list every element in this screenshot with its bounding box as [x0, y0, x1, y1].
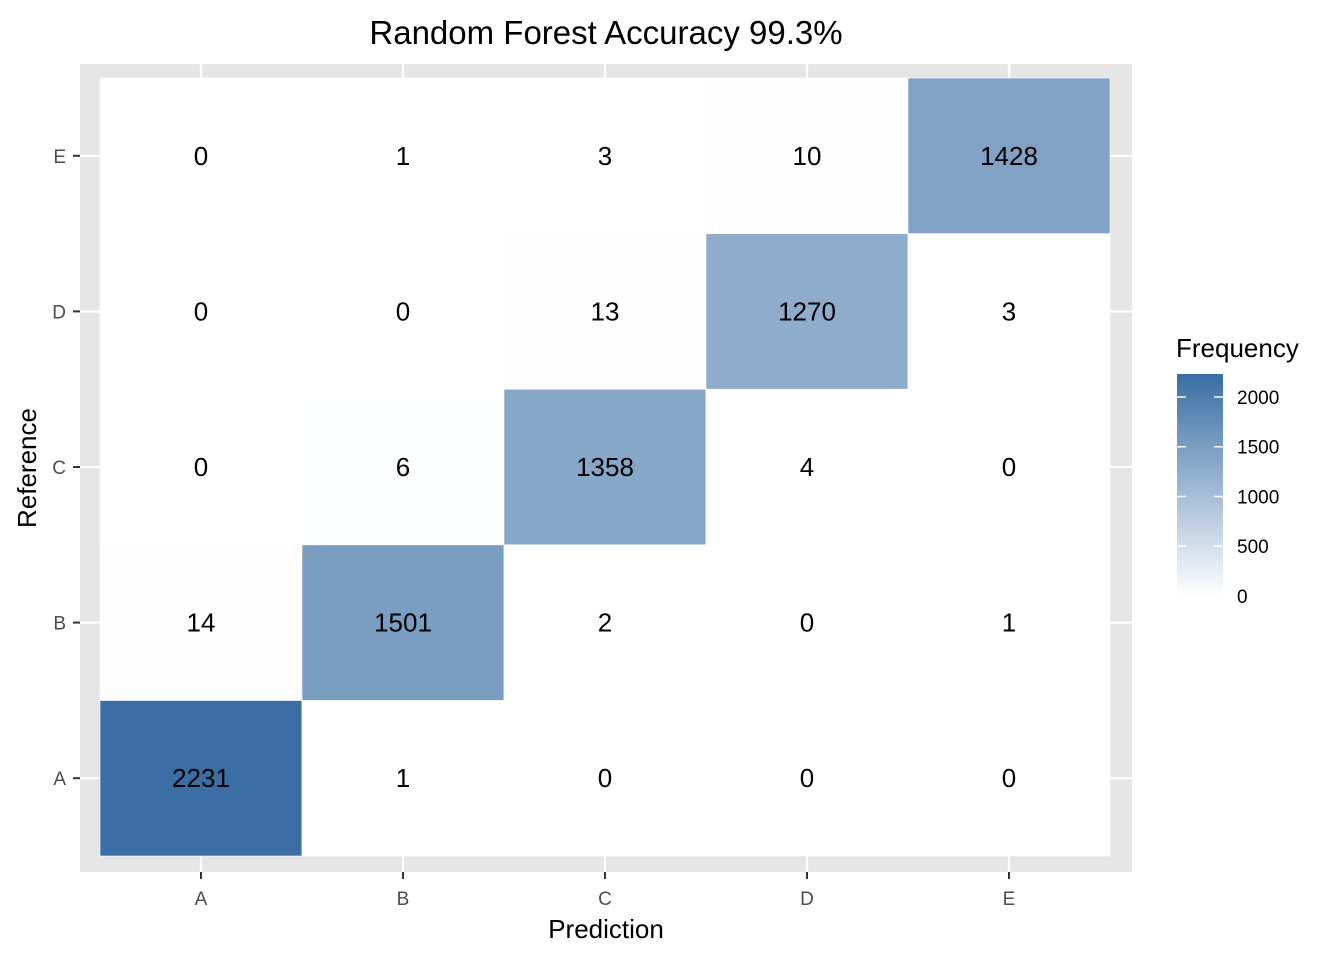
- heatmap-cell: [301, 388, 505, 546]
- heatmap-cell: [907, 233, 1111, 390]
- heatmap-cell: [907, 700, 1111, 857]
- x-tick-label: E: [1003, 889, 1016, 910]
- heatmap-cell: [705, 388, 909, 546]
- heatmap-cell: [301, 233, 505, 390]
- cell-value-label: 0: [1002, 763, 1016, 793]
- heatmap-cell: [99, 700, 303, 857]
- legend-tick-label: 0: [1237, 587, 1248, 608]
- cell-value-label: 0: [598, 763, 612, 793]
- cell-value-label: 1501: [374, 608, 432, 638]
- heatmap-cell: [301, 700, 505, 857]
- x-tick-label: D: [800, 889, 814, 910]
- heatmap-cell: [99, 544, 303, 701]
- heatmap-cell: [907, 544, 1111, 701]
- y-tick-label: E: [53, 147, 66, 168]
- cell-value-label: 1358: [576, 452, 634, 482]
- heatmap-cell: [503, 700, 707, 857]
- legend-tick-label: 500: [1237, 537, 1269, 558]
- y-tick-label: D: [52, 302, 66, 323]
- cell-value-label: 0: [194, 296, 208, 326]
- x-axis-title: Prediction: [548, 914, 664, 944]
- legend-tick-label: 2000: [1237, 388, 1279, 409]
- legend-ticks: 0 500 1000 1500 2000: [1177, 388, 1279, 608]
- heatmap-cell: [705, 544, 909, 701]
- x-axis: A B C D E: [195, 872, 1016, 910]
- cell-value-label: 1: [396, 763, 410, 793]
- y-tick-label: C: [52, 458, 66, 479]
- cell-value-label: 0: [194, 141, 208, 171]
- legend-colorbar: [1177, 374, 1223, 596]
- cell-value-label: 1270: [778, 296, 836, 326]
- legend-tick-label: 1500: [1237, 438, 1279, 459]
- chart-title: Random Forest Accuracy 99.3%: [369, 14, 842, 51]
- cell-value-label: 0: [800, 763, 814, 793]
- cell-value-label: 1428: [980, 141, 1038, 171]
- cell-labels: 2231 1 0 0 014 1501 2 0 10 6 1358 4 00 0 13 1270 30 1 3 10 1…: [172, 141, 1038, 793]
- heatmap-cell: [503, 77, 707, 234]
- cell-value-label: 14: [187, 608, 216, 638]
- x-tick-label: C: [598, 889, 612, 910]
- cell-value-label: 1: [396, 141, 410, 171]
- heatmap-cell: [99, 233, 303, 390]
- cell-value-label: 1: [1002, 608, 1016, 638]
- y-tick-label: B: [53, 614, 66, 635]
- y-axis: A B C D E: [52, 147, 80, 790]
- cell-value-label: 4: [800, 452, 814, 482]
- legend-title: Frequency: [1176, 333, 1299, 363]
- cell-value-label: 3: [1002, 296, 1016, 326]
- legend-tick-label: 1000: [1237, 487, 1279, 508]
- heatmap-cell: [503, 233, 707, 390]
- x-tick-label: B: [397, 889, 410, 910]
- cell-value-label: 3: [598, 141, 612, 171]
- cell-value-label: 10: [793, 141, 822, 171]
- legend: Frequency 0 500 1000 1500 2000: [1176, 333, 1299, 608]
- y-axis-title: Reference: [12, 408, 42, 528]
- cell-value-label: 2231: [172, 763, 230, 793]
- heatmap-cell: [907, 77, 1111, 234]
- heatmap-cell: [705, 700, 909, 857]
- cell-value-label: 6: [396, 452, 410, 482]
- heatmap-cell: [503, 388, 707, 546]
- cell-value-label: 0: [194, 452, 208, 482]
- cell-value-label: 0: [396, 296, 410, 326]
- heatmap-cell: [907, 388, 1111, 546]
- heatmap-cell: [301, 77, 505, 234]
- cell-value-label: 13: [591, 296, 620, 326]
- cell-value-label: 2: [598, 608, 612, 638]
- heatmap-cells: [99, 77, 1111, 857]
- x-tick-label: A: [195, 889, 208, 910]
- heatmap-cell: [705, 77, 909, 234]
- heatmap-cell: [301, 544, 505, 701]
- cell-value-label: 0: [800, 608, 814, 638]
- y-tick-label: A: [53, 769, 66, 790]
- cell-value-label: 0: [1002, 452, 1016, 482]
